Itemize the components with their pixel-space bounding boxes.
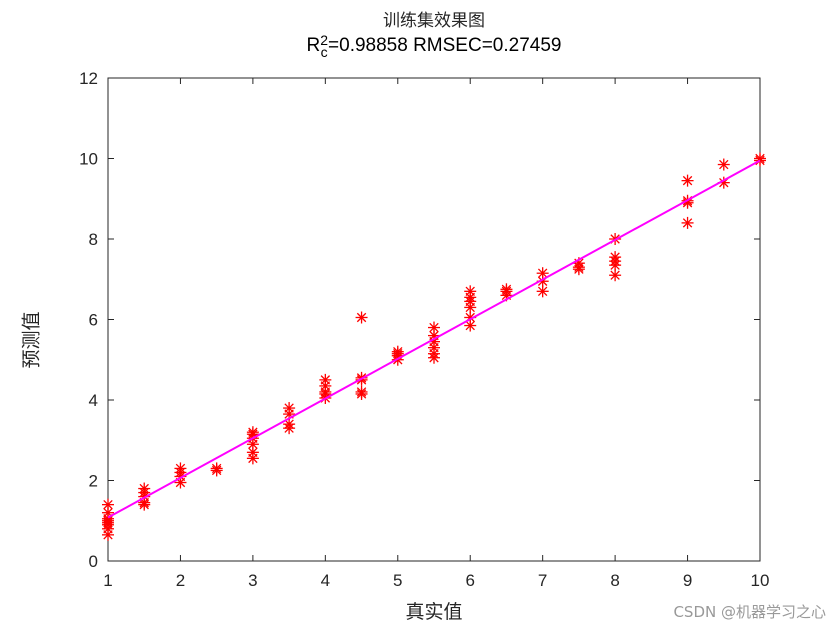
x-tick-label: 4 [321,571,330,590]
r-sup: 2 [320,32,329,48]
data-point [174,462,187,475]
data-point [391,345,404,358]
x-tick-label: 10 [751,571,770,590]
x-tick-label: 5 [393,571,402,590]
y-tick-label: 10 [79,150,98,169]
data-point [428,321,440,334]
data-point [102,498,114,511]
chart-subtitle: R 2 c =0.98858 RMSEC=0.27459 [0,32,840,60]
data-point [246,426,259,439]
data-point [681,174,694,187]
x-tick-label: 6 [465,571,474,590]
data-point [717,158,730,171]
x-tick-label: 1 [103,571,112,590]
data-point [536,267,549,280]
metrics-text: =0.98858 RMSEC=0.27459 [328,35,562,57]
data-point [609,251,622,264]
r-sub: c [320,44,328,60]
data-point [681,216,694,229]
x-tick-label: 2 [176,571,185,590]
x-tick-label: 7 [538,571,547,590]
x-tick-label: 3 [248,571,257,590]
data-point [319,373,332,386]
data-point [283,418,296,431]
data-point [355,385,368,398]
r-symbol: R [306,35,321,57]
data-point [283,402,296,415]
data-point [500,283,513,296]
y-tick-label: 4 [89,391,98,410]
x-axis-label: 真实值 [405,601,463,623]
data-point [355,311,368,324]
data-point [464,285,477,298]
data-point [536,285,549,298]
y-tick-label: 8 [89,230,98,249]
data-point [609,269,622,282]
fit-line [107,159,761,519]
chart-title: 训练集效果图 [383,11,485,31]
axes-box [107,77,761,562]
data-point [138,482,151,495]
x-tick-label: 9 [683,571,692,590]
y-axis-label: 预测值 [20,311,43,369]
data-point [572,257,585,270]
y-tick-label: 2 [89,472,98,491]
y-tick-label: 6 [89,311,98,330]
watermark: CSDN @机器学习之心 [673,603,826,621]
x-tick-label: 8 [610,571,619,590]
y-tick-label: 12 [79,69,98,88]
y-tick-label: 0 [89,552,98,571]
data-point [210,462,223,475]
